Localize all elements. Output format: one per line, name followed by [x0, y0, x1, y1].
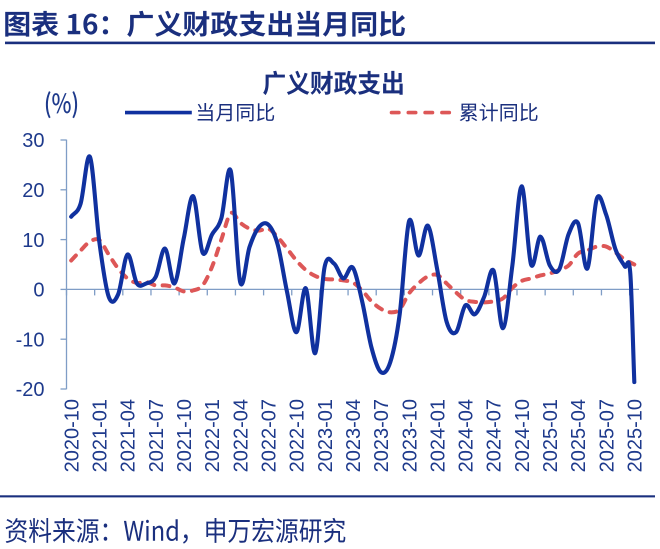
- svg-text:10: 10: [22, 230, 44, 252]
- svg-text:2024-04: 2024-04: [456, 399, 478, 472]
- svg-text:2023-01: 2023-01: [315, 399, 337, 472]
- svg-text:0: 0: [33, 280, 44, 302]
- svg-text:2024-01: 2024-01: [427, 399, 449, 472]
- svg-text:2020-10: 2020-10: [61, 399, 83, 472]
- svg-text:-20: -20: [16, 379, 45, 401]
- svg-text:2025-04: 2025-04: [568, 399, 590, 472]
- svg-text:30: 30: [22, 130, 44, 152]
- svg-text:2021-04: 2021-04: [118, 399, 140, 472]
- svg-text:2022-04: 2022-04: [230, 399, 252, 472]
- svg-text:2025-07: 2025-07: [596, 399, 618, 472]
- svg-text:2021-07: 2021-07: [146, 399, 168, 472]
- svg-text:-10: -10: [16, 329, 45, 351]
- svg-text:2021-01: 2021-01: [90, 399, 112, 472]
- svg-text:20: 20: [22, 180, 44, 202]
- svg-text:2023-04: 2023-04: [343, 399, 365, 472]
- svg-text:2021-10: 2021-10: [174, 399, 196, 472]
- svg-text:2024-07: 2024-07: [484, 399, 506, 472]
- svg-text:2023-07: 2023-07: [371, 399, 393, 472]
- svg-text:2024-10: 2024-10: [512, 399, 534, 472]
- svg-text:2025-01: 2025-01: [540, 399, 562, 472]
- svg-text:2022-01: 2022-01: [202, 399, 224, 472]
- svg-text:2023-10: 2023-10: [399, 399, 421, 472]
- svg-text:2025-10: 2025-10: [625, 399, 647, 472]
- svg-text:2022-10: 2022-10: [287, 399, 309, 472]
- svg-text:2022-07: 2022-07: [258, 399, 280, 472]
